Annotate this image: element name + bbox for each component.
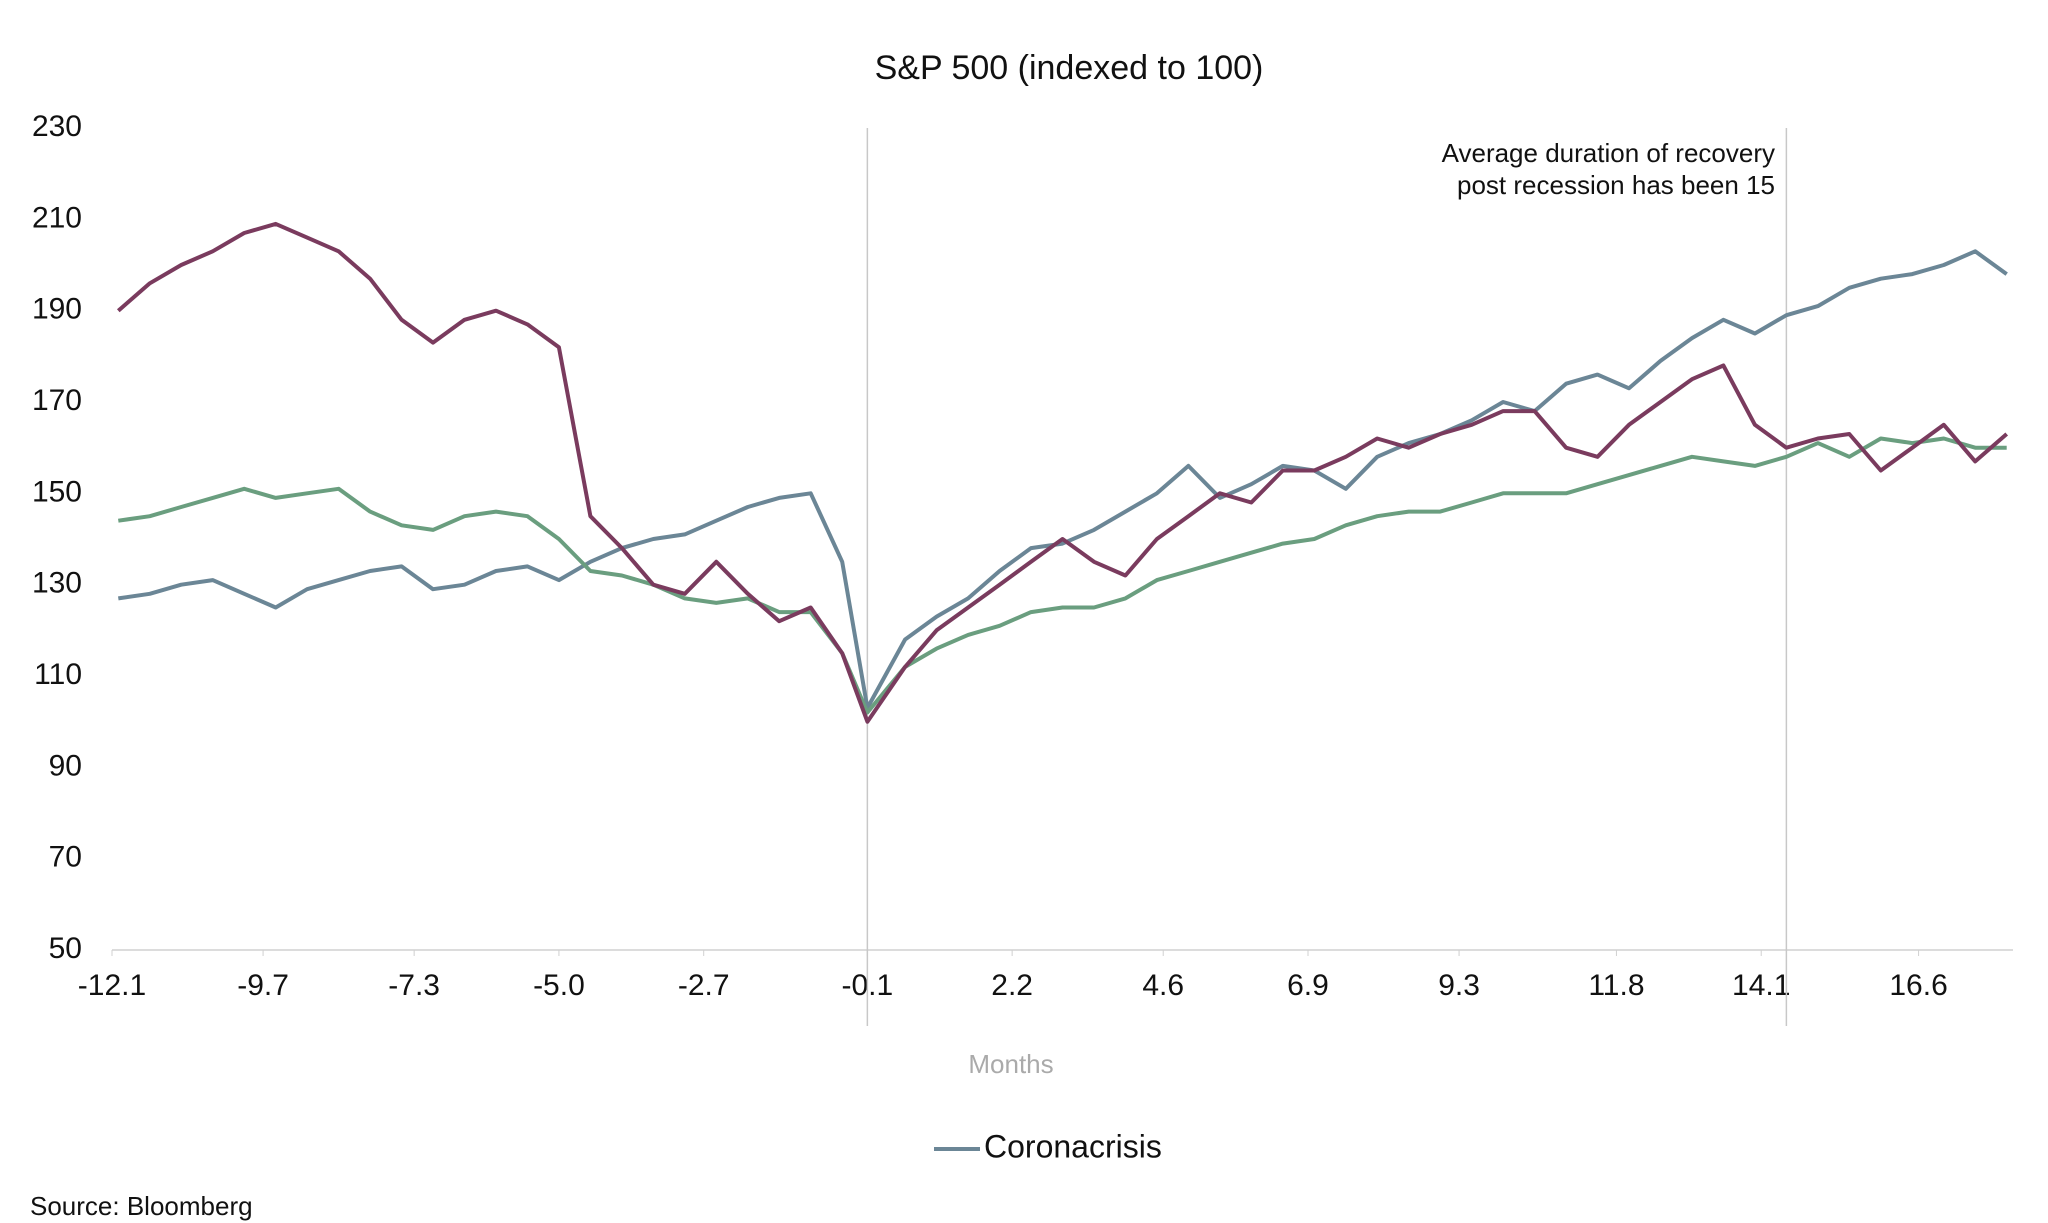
- y-tick-label: 210: [32, 201, 82, 234]
- y-tick-label: 110: [34, 658, 82, 691]
- source: Source: Bloomberg: [30, 1191, 253, 1221]
- y-tick-label: 170: [32, 384, 82, 417]
- x-tick-label: 4.6: [1142, 969, 1184, 1002]
- x-tick-label: 11.8: [1588, 969, 1644, 1002]
- x-axis-label: Months: [968, 1049, 1053, 1079]
- y-tick-label: 70: [49, 841, 82, 874]
- y-tick-label: 130: [32, 567, 82, 600]
- y-tick-label: 230: [32, 110, 82, 143]
- series-line: [118, 436, 2007, 715]
- x-tick-label: -12.1: [78, 969, 146, 1002]
- y-tick-label: 90: [49, 749, 82, 782]
- x-tick-label: 16.6: [1889, 969, 1947, 1002]
- annotation: post recession has been 15: [1457, 170, 1775, 200]
- legend-label: Coronacrisis: [984, 1128, 1162, 1164]
- y-tick-label: 150: [32, 475, 82, 508]
- x-tick-label: -5.0: [533, 969, 585, 1002]
- x-tick-label: -7.3: [388, 969, 440, 1002]
- series-line: [116, 221, 2009, 724]
- x-tick-label: -9.7: [237, 969, 289, 1002]
- chart-title: S&P 500 (indexed to 100): [875, 49, 1264, 87]
- y-tick-label: 190: [32, 293, 82, 326]
- annotation: Average duration of recovery: [1442, 138, 1775, 168]
- x-tick-label: -2.7: [678, 969, 730, 1002]
- series-line: [118, 249, 2008, 710]
- x-tick-label: 6.9: [1287, 969, 1329, 1002]
- y-tick-label: 50: [49, 932, 82, 965]
- x-tick-label: 14.1: [1732, 969, 1790, 1002]
- x-tick-label: 9.3: [1438, 969, 1480, 1002]
- x-tick-label: 2.2: [991, 969, 1033, 1002]
